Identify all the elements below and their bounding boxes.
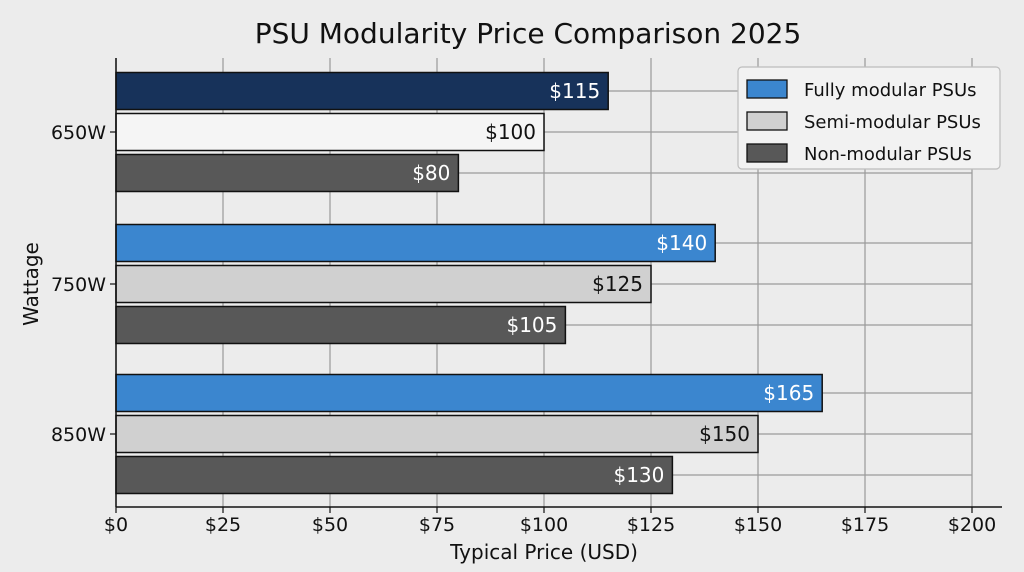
bar-value-label: $140 [656, 231, 707, 255]
bar [115, 223, 716, 263]
y-tick-label: 750W [51, 274, 106, 296]
bar [115, 112, 545, 152]
bar [115, 455, 674, 495]
ticks: $0 $25 $50 $75 $100 $125 $150 $175 $200 650W 750W 8… [51, 122, 996, 536]
bar-value-label: $105 [506, 313, 557, 337]
x-tick-label: $125 [627, 514, 675, 536]
legend-box [737, 66, 1001, 170]
x-tick-label: $100 [520, 514, 568, 536]
bar-value-label: $130 [613, 463, 664, 487]
bar-value-label: $100 [485, 120, 536, 144]
x-tick-label: $75 [419, 514, 455, 536]
legend-label: Fully modular PSUs [804, 80, 977, 101]
legend: Fully modular PSUs Semi-modular PSUs Non-m… [737, 66, 1001, 170]
bar-value-label: $115 [549, 79, 600, 103]
x-axis-label: Typical Price (USD) [449, 540, 638, 564]
x-tick-label: $200 [948, 514, 996, 536]
legend-swatch [746, 143, 788, 163]
bar-value-label: $165 [763, 381, 814, 405]
bar [115, 153, 460, 193]
legend-swatch [746, 79, 788, 99]
bar-value-label: $80 [412, 161, 450, 185]
y-axis-label: Wattage [19, 242, 43, 326]
legend-swatch [746, 111, 788, 131]
bar [115, 373, 823, 413]
x-tick-label: $25 [205, 514, 241, 536]
bar-value-label: $125 [592, 272, 643, 296]
bars: $115 $140 $165 $100 $125 $150 $80 $105 $130 [115, 71, 823, 495]
bar-value-label: $150 [699, 422, 750, 446]
x-tick-label: $150 [734, 514, 782, 536]
y-tick-label: 650W [51, 122, 106, 144]
x-tick-label: $50 [312, 514, 348, 536]
x-tick-label: $175 [841, 514, 889, 536]
chart-title: PSU Modularity Price Comparison 2025 [255, 17, 802, 50]
legend-label: Non-modular PSUs [804, 144, 972, 165]
bar [115, 264, 652, 304]
axes [115, 58, 1002, 508]
legend-label: Semi-modular PSUs [804, 112, 981, 133]
y-tick-label: 850W [51, 424, 106, 446]
x-tick-label: $0 [104, 514, 128, 536]
bar [115, 71, 609, 111]
bar [115, 305, 567, 345]
bar [115, 414, 759, 454]
